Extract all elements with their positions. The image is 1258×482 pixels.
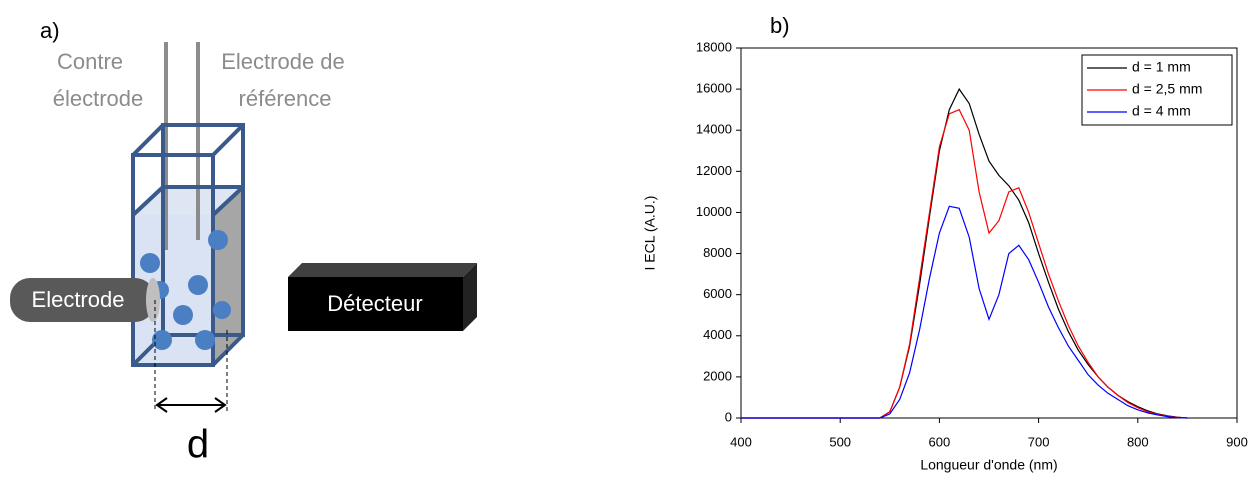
particles [140,230,231,350]
y-tick-label: 18000 [696,39,732,54]
plot-frame [740,47,1238,419]
detector-top [288,263,477,277]
x-tick-label: 500 [829,434,851,449]
liquid-top [133,187,243,215]
y-tick-label: 14000 [696,122,732,137]
electrode-label: Electrode [32,287,125,312]
legend-label: d = 2,5 mm [1132,81,1202,97]
y-axis-label: I ECL (A.U.) [642,196,658,271]
y-tick-label: 0 [725,409,732,424]
electrode [10,278,155,322]
detector-side [463,263,477,331]
y-tick-label: 6000 [703,286,732,301]
y-tick-label: 8000 [703,245,732,260]
legend-label: d = 1 mm [1132,59,1191,75]
x-tick-label: 600 [929,434,951,449]
label: Electrode de [221,49,345,74]
y-tick-label: 4000 [703,327,732,342]
detector-label: Détecteur [327,291,422,316]
distance-arrow [155,397,227,413]
x-tick-label: 900 [1226,434,1248,449]
panel-label: a) [40,18,60,43]
panel-label: b) [770,13,790,38]
detector [288,277,463,331]
label: référence [239,86,332,111]
label: électrode [53,86,144,111]
y-tick-label: 10000 [696,204,732,219]
x-tick-label: 400 [730,434,752,449]
x-tick-label: 700 [1028,434,1050,449]
y-tick-label: 16000 [696,81,732,96]
cell-frame [131,123,245,367]
x-tick-label: 800 [1127,434,1149,449]
distance-label: d [187,423,209,467]
electrode-tip [146,278,160,322]
label: Contre [57,49,123,74]
legend-label: d = 4 mm [1132,103,1191,119]
series-line [741,87,1188,419]
y-tick-label: 12000 [696,163,732,178]
y-tick-label: 2000 [703,368,732,383]
series-line [741,108,1188,419]
x-axis-label: Longueur d'onde (nm) [920,457,1057,473]
series-line [741,205,1188,419]
cell-diagram: a) Contre électrode Electrode de référen… [10,18,477,467]
